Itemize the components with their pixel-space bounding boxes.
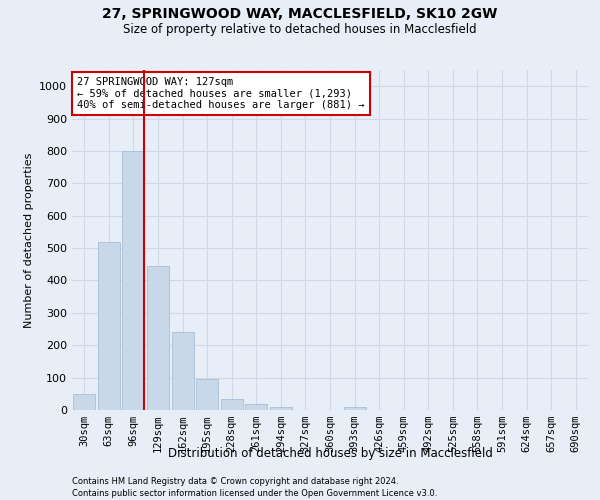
Text: Contains HM Land Registry data © Crown copyright and database right 2024.: Contains HM Land Registry data © Crown c… (72, 478, 398, 486)
Bar (270, 407, 292, 410)
Text: 27 SPRINGWOOD WAY: 127sqm
← 59% of detached houses are smaller (1,293)
40% of se: 27 SPRINGWOOD WAY: 127sqm ← 59% of detac… (77, 77, 365, 110)
Bar (98, 242, 120, 410)
Text: Distribution of detached houses by size in Macclesfield: Distribution of detached houses by size … (167, 448, 493, 460)
Bar (73, 394, 95, 410)
Bar (172, 332, 194, 410)
Y-axis label: Number of detached properties: Number of detached properties (23, 152, 34, 328)
Bar (147, 266, 169, 410)
Bar (196, 379, 218, 410)
Bar (245, 404, 268, 410)
Bar (344, 408, 365, 410)
Bar (221, 398, 243, 410)
Bar (122, 151, 145, 410)
Text: 27, SPRINGWOOD WAY, MACCLESFIELD, SK10 2GW: 27, SPRINGWOOD WAY, MACCLESFIELD, SK10 2… (103, 8, 497, 22)
Text: Contains public sector information licensed under the Open Government Licence v3: Contains public sector information licen… (72, 489, 437, 498)
Text: Size of property relative to detached houses in Macclesfield: Size of property relative to detached ho… (123, 22, 477, 36)
